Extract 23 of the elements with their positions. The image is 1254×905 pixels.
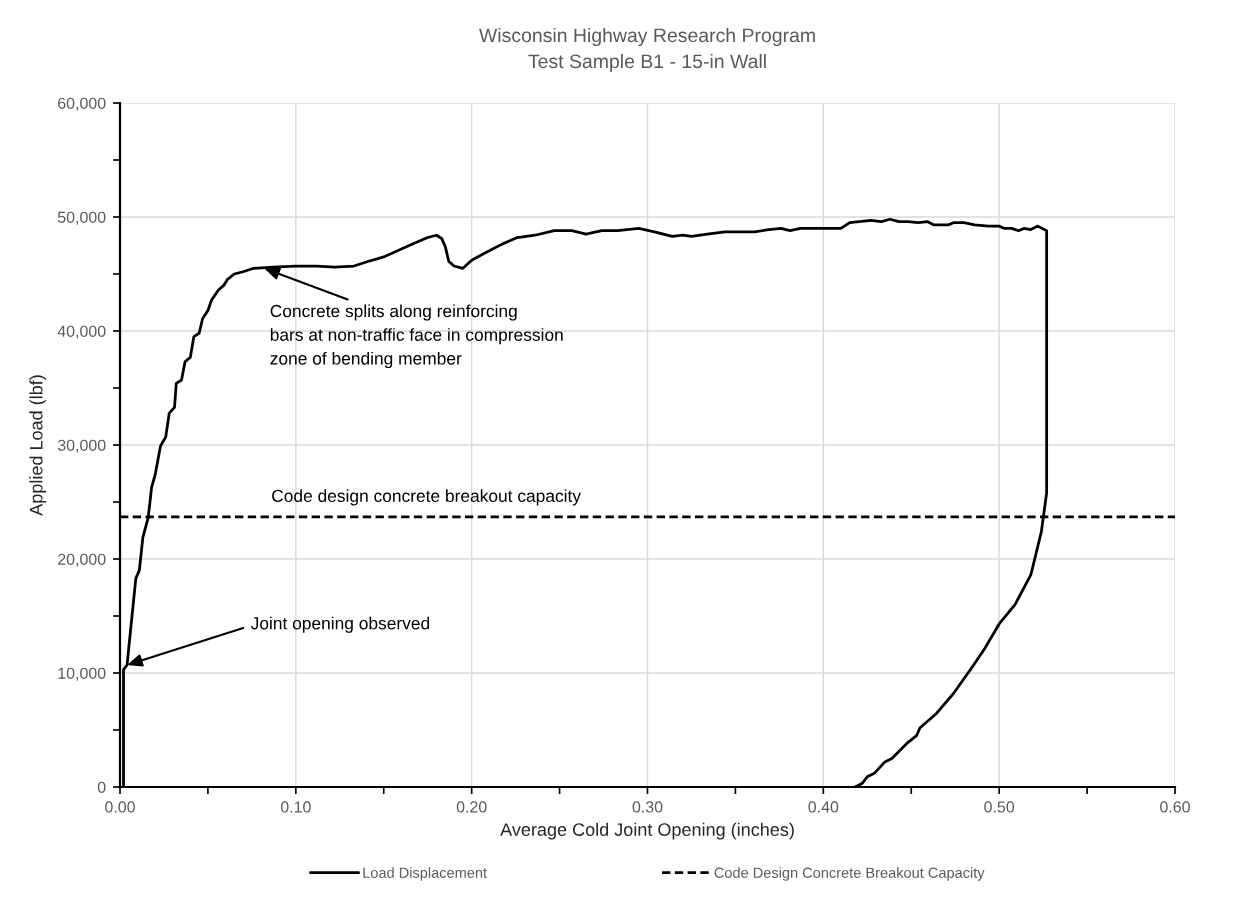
y-tick-label: 40,000 (57, 325, 106, 339)
y-axis-title: Applied Load (lbf) (29, 375, 47, 516)
chart-subtitle: Test Sample B1 - 15-in Wall (528, 53, 766, 73)
annotation: Joint opening observed (250, 616, 430, 633)
x-tick-label: 0.00 (105, 801, 135, 813)
x-tick-label: 0.60 (1160, 801, 1190, 813)
annotation: Concrete splits along reinforcing bars at non-traffic face in compression zone of bending member (270, 304, 563, 369)
legend-label: Load Displacement (363, 867, 487, 881)
legend-label: Code Design Concrete Breakout Capacity (714, 867, 985, 881)
annotation: Code design concrete breakout capacity (272, 489, 581, 506)
x-tick-label: 0.10 (280, 801, 311, 813)
y-tick-label: 20,000 (58, 553, 106, 567)
x-tick-label: 0.50 (984, 801, 1015, 813)
x-tick-label: 0.20 (456, 801, 487, 813)
y-tick-label: 30,000 (57, 439, 106, 453)
y-tick-label: 10,000 (58, 667, 106, 681)
x-tick-label: 0.30 (632, 801, 663, 813)
chart-title: Wisconsin Highway Research Program (479, 27, 815, 47)
y-tick-label: 50,000 (57, 211, 106, 225)
x-axis-title: Average Cold Joint Opening (inches) (500, 822, 794, 840)
x-tick-label: 0.40 (808, 801, 839, 813)
y-tick-label: 0 (97, 781, 106, 793)
y-tick-label: 60,000 (58, 97, 106, 111)
